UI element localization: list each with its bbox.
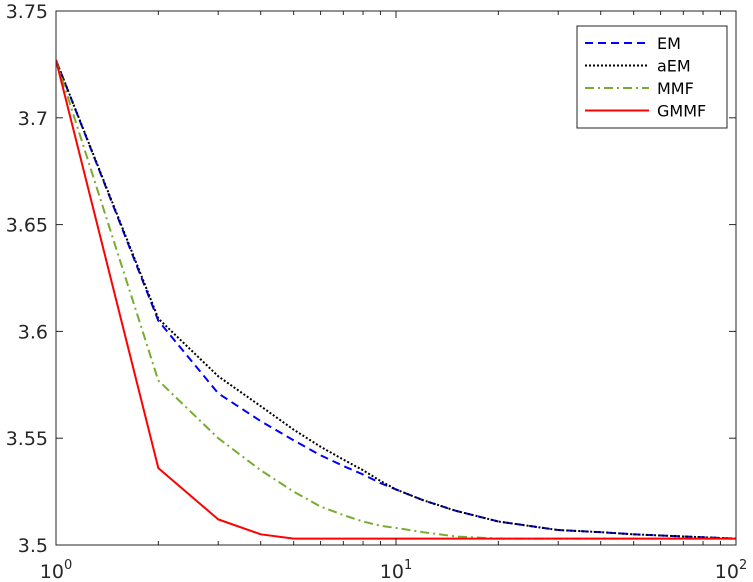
- series-line-aem: [56, 59, 736, 540]
- series-line-mmf: [56, 59, 736, 540]
- series-line-gmmf: [56, 59, 736, 540]
- y-tick-label: 3.65: [6, 215, 48, 237]
- plot-area: [56, 59, 736, 540]
- legend-label-aem: aEM: [657, 57, 691, 76]
- x-tick-label: 102: [715, 558, 747, 582]
- legend-label-mmf: MMF: [657, 79, 694, 98]
- y-tick-label: 3.7: [18, 108, 48, 130]
- x-tick-label: 100: [40, 558, 72, 582]
- legend-label-em: EM: [657, 34, 681, 53]
- legend-label-gmmf: GMMF: [657, 102, 706, 121]
- x-tick-label: 101: [380, 558, 412, 582]
- y-tick-label: 3.55: [6, 428, 48, 450]
- y-tick-label: 3.6: [18, 321, 48, 343]
- series-line-em: [56, 59, 736, 540]
- axes: 3.5 3.55 3.6 3.65 3.7 3.75 100 101 102: [6, 1, 748, 582]
- y-tick-label: 3.5: [18, 535, 48, 557]
- legend: EM aEM MMF GMMF: [576, 25, 728, 129]
- y-tick-label: 3.75: [6, 1, 48, 23]
